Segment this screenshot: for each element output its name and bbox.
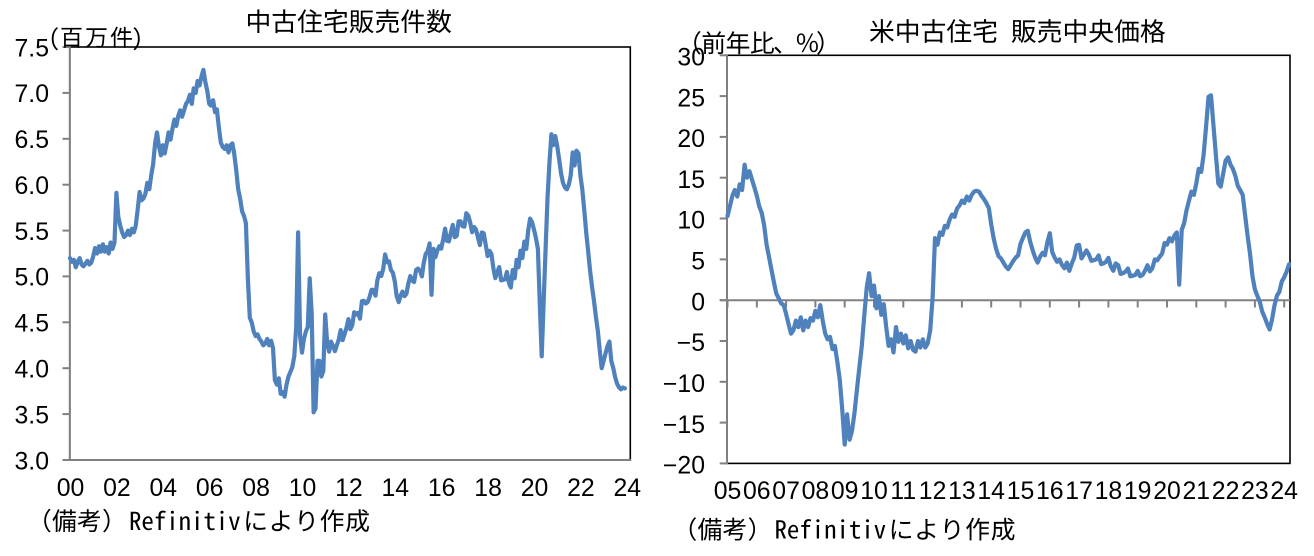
svg-text:06: 06 <box>196 475 224 502</box>
svg-text:16: 16 <box>1036 478 1064 505</box>
svg-text:08: 08 <box>242 475 270 502</box>
svg-text:22: 22 <box>1212 478 1240 505</box>
svg-text:7.5: 7.5 <box>15 35 49 62</box>
svg-text:10: 10 <box>289 475 317 502</box>
svg-text:12: 12 <box>335 475 363 502</box>
svg-text:18: 18 <box>1095 478 1123 505</box>
svg-text:5.5: 5.5 <box>15 219 49 246</box>
svg-text:18: 18 <box>474 475 502 502</box>
svg-text:21: 21 <box>1183 478 1211 505</box>
svg-text:10: 10 <box>860 478 888 505</box>
svg-text:0: 0 <box>691 289 705 316</box>
svg-text:20: 20 <box>521 475 549 502</box>
svg-text:30: 30 <box>677 45 705 72</box>
svg-text:09: 09 <box>831 478 859 505</box>
svg-text:5: 5 <box>691 249 705 276</box>
svg-text:11: 11 <box>890 478 916 505</box>
svg-text:00: 00 <box>57 475 85 502</box>
svg-text:14: 14 <box>977 478 1005 505</box>
svg-text:−10: −10 <box>663 371 705 398</box>
svg-text:05: 05 <box>714 478 742 505</box>
svg-text:3.0: 3.0 <box>15 448 49 475</box>
svg-text:20: 20 <box>677 126 705 153</box>
svg-text:15: 15 <box>677 167 705 194</box>
svg-text:19: 19 <box>1124 478 1152 505</box>
svg-text:6.0: 6.0 <box>15 173 49 200</box>
svg-text:23: 23 <box>1241 478 1269 505</box>
svg-text:4.0: 4.0 <box>15 357 49 384</box>
svg-text:14: 14 <box>382 475 410 502</box>
svg-text:7.0: 7.0 <box>15 81 49 108</box>
svg-text:10: 10 <box>677 208 705 235</box>
svg-text:02: 02 <box>103 475 131 502</box>
svg-text:12: 12 <box>919 478 947 505</box>
svg-text:20: 20 <box>1153 478 1181 505</box>
svg-text:−20: −20 <box>663 453 705 480</box>
svg-text:13: 13 <box>948 478 976 505</box>
svg-text:6.5: 6.5 <box>15 127 49 154</box>
svg-text:22: 22 <box>567 475 595 502</box>
svg-text:24: 24 <box>1270 478 1298 505</box>
svg-text:15: 15 <box>1007 478 1035 505</box>
svg-text:4.5: 4.5 <box>15 311 49 338</box>
svg-text:06: 06 <box>743 478 771 505</box>
svg-text:−15: −15 <box>663 412 705 439</box>
svg-text:5.0: 5.0 <box>15 265 49 292</box>
svg-text:3.5: 3.5 <box>15 402 49 429</box>
svg-text:25: 25 <box>677 85 705 112</box>
svg-text:08: 08 <box>802 478 830 505</box>
svg-text:24: 24 <box>614 475 642 502</box>
svg-text:04: 04 <box>150 475 178 502</box>
svg-text:17: 17 <box>1065 478 1093 505</box>
svg-text:16: 16 <box>428 475 456 502</box>
svg-text:−5: −5 <box>677 330 705 357</box>
svg-text:07: 07 <box>772 478 800 505</box>
